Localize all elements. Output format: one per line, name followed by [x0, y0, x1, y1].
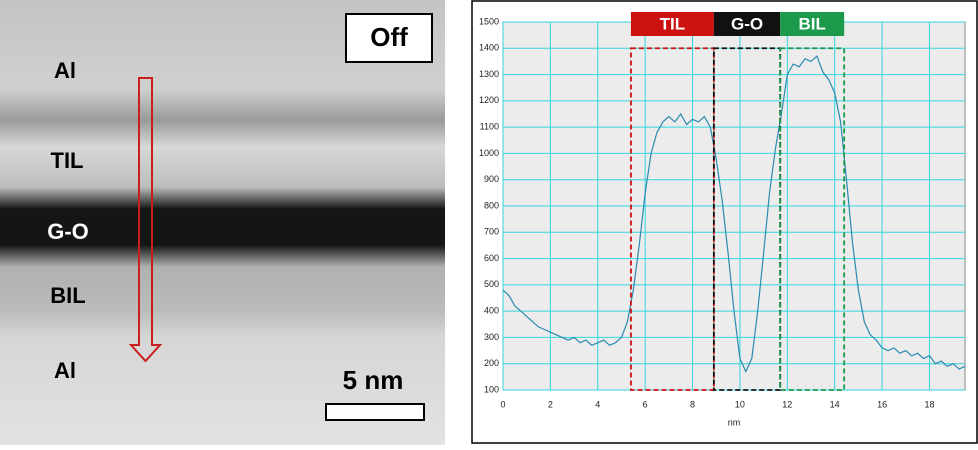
tem-panel: Off Al TIL G-O BIL Al 5 nm [0, 0, 445, 445]
y-tick-label: 1000 [479, 148, 499, 158]
region-box [779, 47, 846, 391]
x-tick-label: 8 [690, 399, 695, 409]
profile-line [502, 55, 966, 374]
tem-image [0, 0, 445, 445]
layer-label: BIL [50, 283, 85, 308]
y-tick-label: 100 [484, 384, 499, 394]
y-tick-label: 800 [484, 200, 499, 210]
y-tick-label: 1100 [480, 122, 499, 132]
region-box [712, 47, 782, 391]
x-tick-label: 10 [735, 399, 745, 409]
y-tick-label: 700 [484, 227, 499, 237]
y-tick-label: 500 [484, 279, 499, 289]
y-tick-label: 600 [484, 253, 499, 263]
layer-label: TIL [51, 148, 84, 173]
x-tick-label: 6 [643, 399, 648, 409]
x-tick-label: 14 [830, 399, 840, 409]
y-tick-label: 1500 [479, 16, 499, 26]
region-box [630, 47, 715, 391]
region-label: G-O [731, 14, 763, 33]
x-tick-label: 16 [877, 399, 887, 409]
y-tick-label: 200 [484, 358, 499, 368]
plot: 1002003004005006007008009001000110012001… [479, 12, 966, 409]
y-tick-label: 900 [484, 174, 499, 184]
layer-label: G-O [47, 219, 89, 244]
scale-label: 5 nm [343, 365, 404, 395]
y-tick-label: 1200 [479, 95, 499, 105]
x-tick-label: 18 [924, 399, 934, 409]
region-label: BIL [798, 14, 825, 33]
region-tag [780, 12, 845, 36]
x-tick-label: 0 [500, 399, 505, 409]
layer-label: Al [54, 58, 76, 83]
y-tick-label: 400 [484, 306, 499, 316]
layer-label: Al [54, 358, 76, 383]
badge: Off [370, 22, 408, 52]
x-tick-label: 2 [548, 399, 553, 409]
region-tag [713, 12, 781, 36]
scale-bar [325, 403, 425, 421]
x-tick-label: 4 [595, 399, 600, 409]
x-tick-label: 12 [782, 399, 792, 409]
badge-box [345, 13, 433, 63]
y-tick-label: 300 [484, 332, 499, 342]
y-tick-label: 1300 [479, 69, 499, 79]
region-label: TIL [660, 14, 686, 33]
y-tick-label: 1400 [479, 43, 499, 53]
x-axis-label: nm [728, 417, 741, 427]
region-tag [630, 12, 714, 36]
scan-arrow [128, 77, 163, 363]
